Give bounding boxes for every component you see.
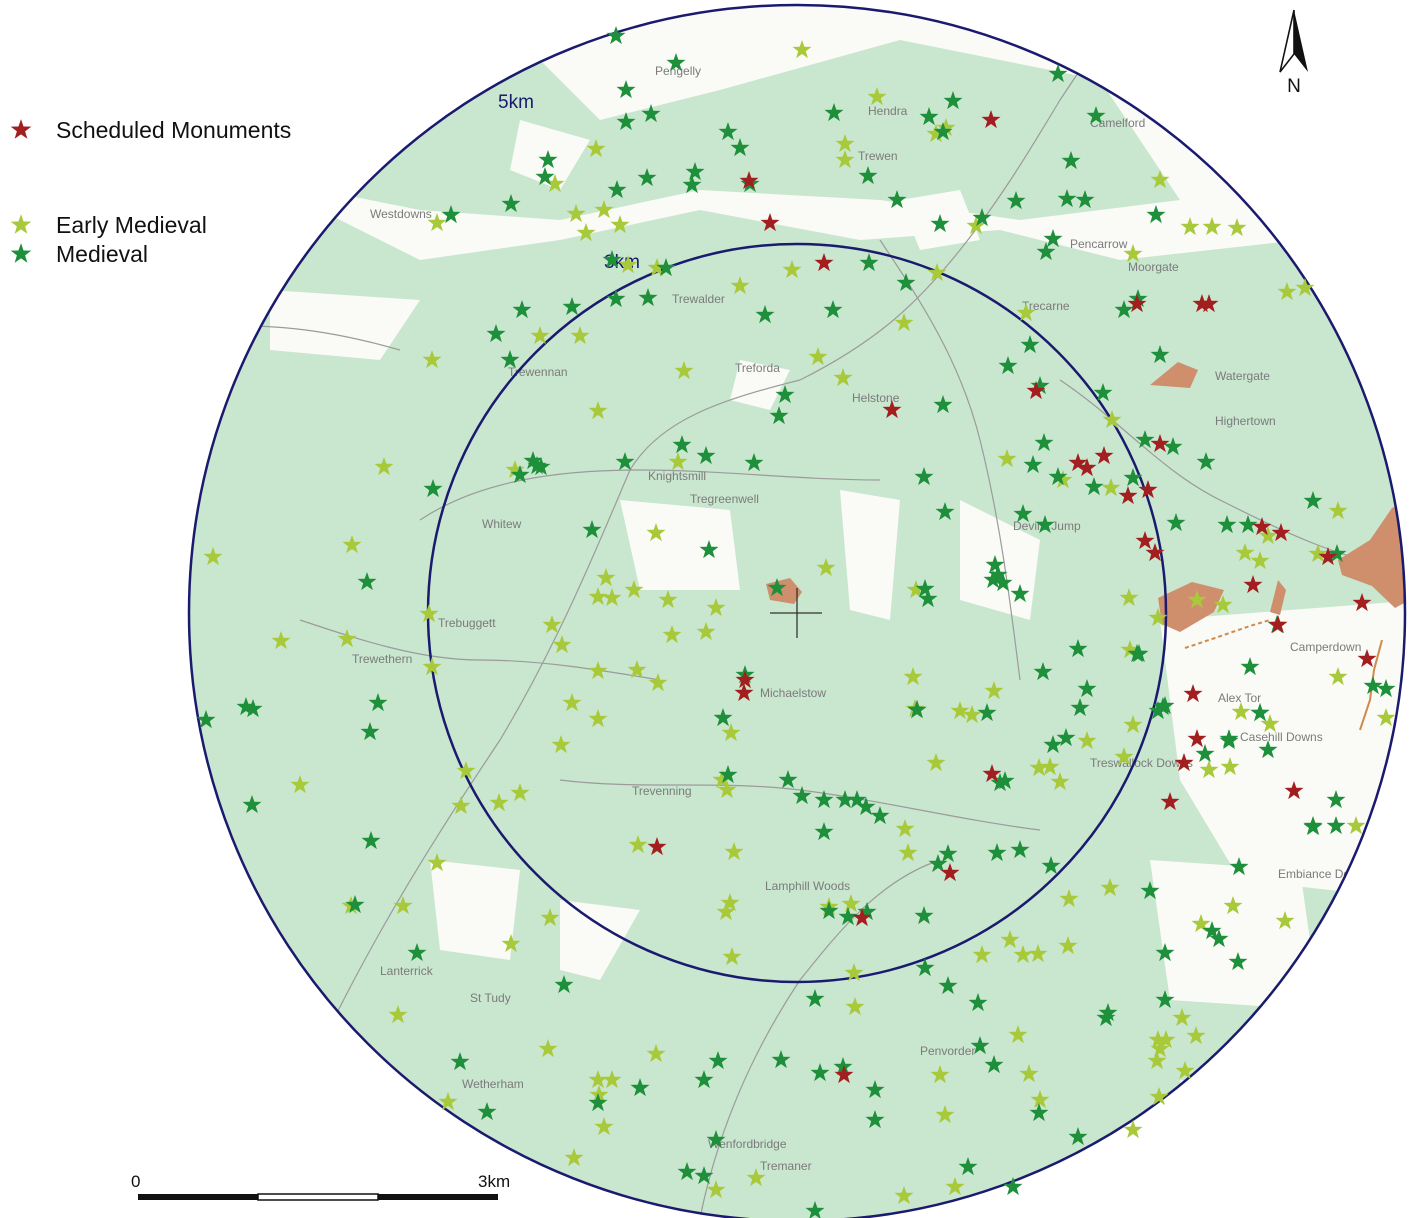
place-name-label: Trewalder	[672, 292, 725, 306]
place-name-label: Lamphill Woods	[765, 879, 850, 893]
place-name-label: Trevenning	[632, 784, 692, 798]
place-name-label: Westdowns	[370, 207, 432, 221]
place-name-label: Michaelstow	[760, 686, 826, 700]
place-name-label: Whitew	[482, 517, 522, 531]
map-legend: Scheduled Monuments Early Medieval Medie…	[8, 112, 368, 272]
monument-areas	[766, 362, 1405, 731]
place-name-label: Trewen	[858, 149, 898, 163]
star-icon	[10, 243, 32, 263]
clearing-area	[620, 500, 740, 590]
crosshair-icon	[770, 588, 822, 638]
place-name-label: Wenfordbridge	[708, 1137, 787, 1151]
north-arrow-icon: N	[1279, 9, 1308, 96]
clearing-area	[1150, 860, 1320, 1010]
road-line	[419, 469, 881, 521]
place-name-label: Tregreenwell	[690, 492, 759, 506]
place-names-layer: Pengelly Westdowns Camelford Trewalder Penca…	[352, 64, 1371, 1173]
clearing-area	[840, 490, 900, 620]
place-name-label: Lanterrick	[380, 964, 434, 978]
woodland-area	[189, 210, 1405, 1218]
legend-item-scheduled-monuments: Scheduled Monuments	[8, 116, 291, 144]
place-name-label: Penvorder	[920, 1044, 975, 1058]
place-name-label: Knightsmill	[648, 469, 706, 483]
place-name-label: Highertown	[1215, 414, 1276, 428]
outer-ring-label: 5km	[498, 92, 534, 113]
place-name-label: Tremaner	[760, 1159, 812, 1173]
scale-end-label: 3km	[478, 1172, 511, 1191]
outer-ring-5km	[187, 3, 1407, 1218]
road-line	[249, 379, 801, 1211]
clearing-area	[560, 900, 640, 980]
place-name-label: Treforda	[735, 361, 780, 375]
place-name-label: Camelford	[1090, 116, 1145, 130]
monument-area	[1150, 362, 1198, 388]
place-name-label: Trewethern	[352, 652, 412, 666]
place-name-label: Alex Tor	[1218, 691, 1261, 705]
legend-label: Early Medieval	[56, 211, 207, 238]
scale-start-label: 0	[131, 1172, 141, 1191]
north-label: N	[1287, 76, 1301, 96]
place-name-label: Trewennan	[508, 365, 568, 379]
place-name-label: Trebuggett	[438, 616, 496, 630]
place-name-label: Treswallock Downs	[1090, 756, 1193, 770]
clearing-area	[730, 360, 790, 410]
clearing-area	[270, 290, 420, 360]
place-name-label: Hendra	[868, 104, 908, 118]
earthwork-line	[1184, 619, 1271, 649]
place-name-label: Wetherham	[462, 1077, 524, 1091]
clearing-area	[1180, 1080, 1260, 1150]
clearing-area	[430, 860, 520, 960]
clearing-area	[510, 120, 590, 190]
legend-item-early-medieval: Early Medieval	[8, 211, 207, 239]
road-line	[299, 619, 661, 681]
place-name-label: Moorgate	[1128, 260, 1179, 274]
place-name-label: Embiance Downs	[1278, 867, 1371, 881]
monument-area	[1338, 500, 1405, 608]
place-name-label: Pengelly	[655, 64, 701, 78]
road-line	[559, 779, 1041, 831]
place-name-label: Pencarrow	[1070, 237, 1128, 251]
monument-area	[1158, 582, 1224, 632]
road-line	[879, 239, 1021, 681]
star-icon	[10, 119, 32, 139]
star-icon	[10, 214, 32, 234]
place-name-label: Watergate	[1215, 369, 1270, 383]
scale-bar	[138, 1193, 498, 1201]
place-name-label: Camperdown	[1290, 640, 1361, 654]
legend-item-medieval: Medieval	[8, 240, 148, 268]
place-name-label: Casehill Downs	[1240, 730, 1323, 744]
place-name-label: Trecarne	[1022, 299, 1070, 313]
place-name-label: St Tudy	[470, 991, 511, 1005]
legend-label: Medieval	[56, 240, 149, 267]
monument-area	[1270, 580, 1286, 615]
legend-label: Scheduled Monuments	[56, 116, 292, 143]
place-name-label: Helstone	[852, 391, 900, 405]
